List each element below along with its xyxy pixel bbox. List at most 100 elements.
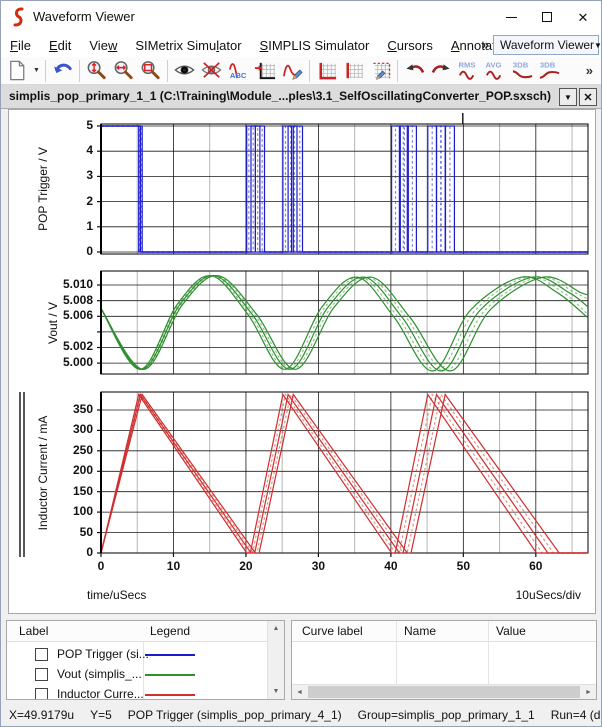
new-graph-sheet-button[interactable]	[4, 58, 31, 84]
edit-grid-button[interactable]	[367, 58, 394, 84]
minimize-button[interactable]	[493, 1, 529, 33]
edit-curve-button[interactable]	[279, 58, 306, 84]
graph-tab-bar: simplis_pop_primary_1_1 (C:\Training\Mod…	[1, 85, 601, 109]
vout-vcurve-run2[interactable]	[100, 275, 589, 372]
x-tick-label: 20	[239, 559, 253, 573]
toolbar-separator	[45, 59, 46, 82]
next-curve-icon	[430, 59, 453, 82]
plot-panel[interactable]: POP Trigger / V 5 4 3 2 1 0 Vout / V 5.010 5.008 5…	[8, 109, 596, 614]
scroll-down-button[interactable]: ▼	[268, 684, 284, 699]
toolbar: ▼ ABC RMS AVG 3DB 3DB »	[1, 57, 601, 85]
scroll-up-icon: ▲	[272, 625, 280, 632]
legend-row[interactable]: Vout (simplis_...	[7, 665, 247, 685]
3db-low-button[interactable]: 3DB	[509, 58, 536, 84]
zoom-box-button[interactable]	[137, 58, 164, 84]
y-tick-label: 4	[86, 143, 93, 158]
inductor-current-macurve-run5[interactable]	[100, 393, 588, 554]
maximize-button[interactable]	[529, 1, 565, 33]
add-grid-button[interactable]	[340, 58, 367, 84]
svg-text:AVG: AVG	[485, 61, 501, 70]
curve-visibility-checkbox[interactable]	[35, 668, 48, 681]
menu-item-view[interactable]: View	[89, 37, 118, 53]
legend-header-label[interactable]: Label	[19, 624, 49, 638]
toolbar-overflow-chevron[interactable]: »	[585, 63, 593, 78]
tab-list-dropdown-button[interactable]: ▼	[559, 88, 577, 106]
pop-trigger-vcurve-run1[interactable]	[101, 125, 588, 253]
show-curve-button[interactable]	[171, 58, 198, 84]
menu-item-cursors[interactable]: Cursors	[387, 37, 433, 53]
y-tick-label: 5.006	[62, 308, 93, 323]
inductor-current-macurve-run2[interactable]	[100, 393, 588, 554]
close-icon: ✕	[583, 91, 593, 104]
previous-curve-button[interactable]	[401, 58, 428, 84]
vout-vcurve-run3[interactable]	[100, 275, 589, 372]
inductor-current-macurve-run4[interactable]	[100, 393, 588, 554]
pop-trigger-vcurve-run4[interactable]	[101, 125, 588, 253]
legend-header-legend[interactable]: Legend	[150, 624, 191, 638]
next-curve-button[interactable]	[428, 58, 455, 84]
legend-row-label: POP Trigger (si...	[57, 647, 149, 661]
hide-curve-button[interactable]	[198, 58, 225, 84]
scroll-right-button[interactable]: ►	[581, 685, 596, 699]
zoom-y-button[interactable]	[83, 58, 110, 84]
menu-item-file[interactable]: File	[10, 37, 31, 53]
curve-label-button[interactable]: ABC	[225, 58, 252, 84]
menu-overflow-chevron[interactable]: »	[481, 37, 489, 52]
title-bar: Waveform Viewer ✕	[1, 1, 601, 33]
graph-tab-title[interactable]: simplis_pop_primary_1_1 (C:\Training\Mod…	[9, 89, 551, 103]
y-tick-label: 5.002	[62, 339, 93, 354]
legend-row[interactable]: POP Trigger (si...	[7, 645, 247, 665]
legend-column-separator	[143, 642, 144, 699]
vout-vcurve-run4[interactable]	[100, 275, 589, 372]
avg-button[interactable]: AVG	[482, 58, 509, 84]
new-graph-dropdown-arrow[interactable]: ▼	[33, 67, 40, 74]
pop-trigger-vcurve-run2[interactable]	[101, 125, 588, 253]
add-axis-button[interactable]	[313, 58, 340, 84]
x-tick-label: 60	[529, 559, 543, 573]
scroll-left-button[interactable]: ◄	[292, 685, 307, 699]
vout-vcurve-run5[interactable]	[100, 275, 589, 372]
undo-button[interactable]	[49, 58, 76, 84]
curve-visibility-checkbox[interactable]	[35, 688, 48, 699]
legend-vertical-scrollbar[interactable]: ▲ ▼	[267, 621, 284, 699]
measure-header-curve-label[interactable]: Curve label	[302, 624, 363, 638]
status-segment: POP Trigger (simplis_pop_primary_4_1)	[127, 708, 342, 722]
svg-text:ABC: ABC	[230, 71, 247, 80]
legend-color-line	[145, 674, 195, 676]
pop-trigger-vcurve-run5[interactable]	[101, 125, 588, 253]
viewer-select-combo[interactable]: Waveform Viewer ▼	[493, 35, 601, 55]
menu-item-annotate[interactable]: Annotate	[450, 37, 503, 53]
measurement-panel: Curve label Name Value ◄ ►	[291, 620, 597, 700]
scroll-up-button[interactable]: ▲	[268, 621, 284, 636]
vout-vcurve-run1[interactable]	[100, 275, 589, 372]
legend-row-label: Inductor Curre...	[57, 687, 144, 700]
waveform-plots[interactable]	[9, 110, 595, 613]
menu-item-simplis-simulator[interactable]: SIMPLIS Simulator	[259, 37, 370, 53]
measure-column-separator	[396, 621, 397, 685]
pop-trigger-vcurve-run3[interactable]	[101, 125, 588, 253]
inductor-current-macurve-run1[interactable]	[100, 392, 588, 554]
tab-close-button[interactable]: ✕	[579, 88, 597, 106]
legend-color-line	[145, 654, 195, 656]
inductor-current-macurve-run3[interactable]	[100, 393, 588, 554]
rms-button[interactable]: RMS	[455, 58, 482, 84]
new-graph-sheet-icon	[6, 59, 29, 82]
edit-grid-icon	[369, 59, 392, 82]
scroll-right-icon: ►	[585, 688, 592, 696]
measure-header-name[interactable]: Name	[404, 624, 437, 638]
curve-visibility-checkbox[interactable]	[35, 648, 48, 661]
close-button[interactable]: ✕	[565, 1, 601, 33]
measure-column-separator	[488, 621, 489, 685]
zoom-x-button[interactable]	[110, 58, 137, 84]
menu-item-simetrix-simulator[interactable]: SIMetrix Simulator	[135, 37, 242, 53]
menu-item-edit[interactable]: Edit	[48, 37, 72, 53]
measure-horizontal-scrollbar[interactable]: ◄ ►	[292, 684, 596, 699]
legend-row[interactable]: Inductor Curre...	[7, 685, 247, 700]
measure-header-value[interactable]: Value	[496, 624, 526, 638]
y-tick-label: 1	[86, 218, 93, 233]
add-to-axis-button[interactable]	[252, 58, 279, 84]
3db-high-button[interactable]: 3DB	[536, 58, 563, 84]
x-tick-label: 40	[384, 559, 398, 573]
scrollbar-thumb[interactable]	[308, 686, 580, 698]
